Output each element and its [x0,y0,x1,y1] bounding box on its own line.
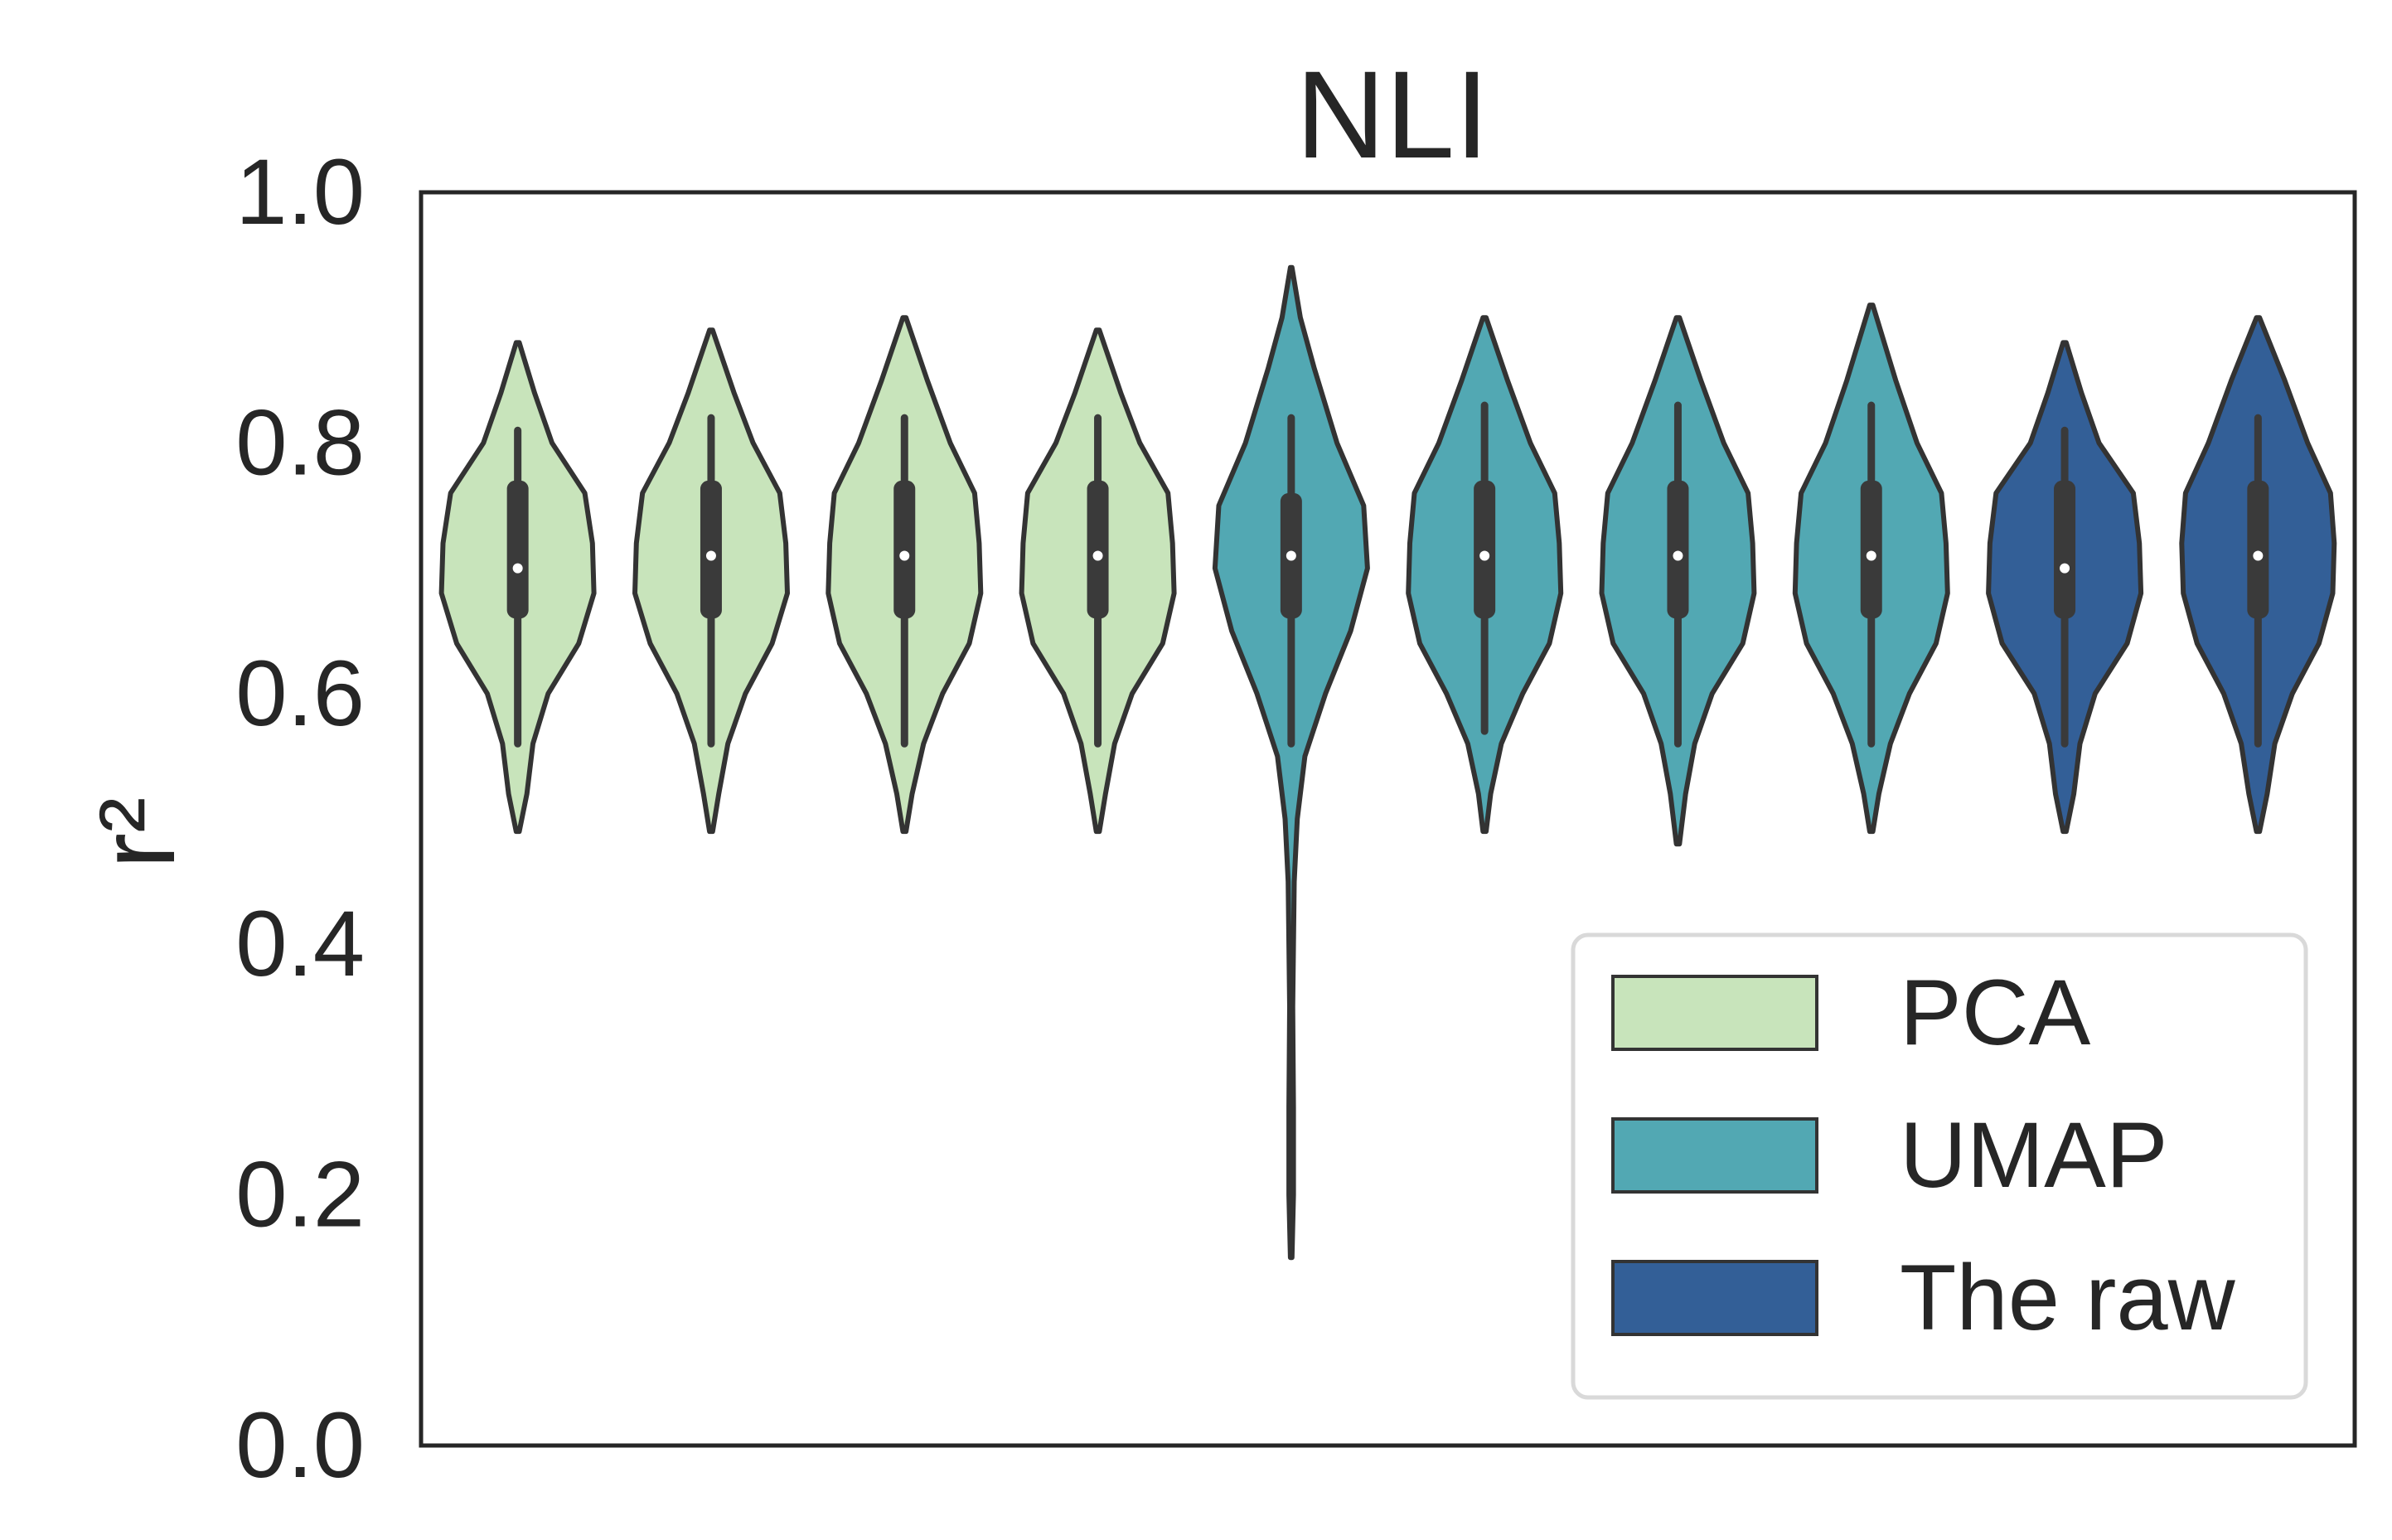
violin-5 [1212,264,1370,1261]
violin-median-dot [1673,550,1683,561]
y-tick-label: 0.4 [235,892,365,995]
violin-7 [1599,315,1757,847]
violin-iqr-box [1474,480,1496,619]
y-axis-label: r² [76,797,197,869]
y-tick-label: 0.6 [235,642,365,745]
violin-body [1212,264,1370,1261]
legend-swatch [1611,1260,1818,1336]
legend-entry-1: PCA [1611,961,2091,1064]
violin-median-dot [1866,550,1876,561]
violin-median-dot [2253,550,2264,561]
legend-entry-2: UMAP [1611,1103,2168,1207]
y-tick-label: 1.0 [235,140,365,244]
violin-median-dot [705,550,716,561]
violin-iqr-box [893,480,916,619]
legend: PCA UMAP The raw [1571,932,2308,1400]
violin-median-dot [1092,550,1103,561]
legend-label: PCA [1900,961,2091,1064]
violin-iqr-box [2247,480,2269,619]
violin-iqr-box [700,480,722,619]
violin-iqr-box [1667,480,1689,619]
violin-4 [1019,327,1177,835]
violin-8 [1792,303,1950,835]
legend-label: UMAP [1900,1103,2168,1207]
violin-median-dot [512,563,523,574]
violin-iqr-box [506,480,529,619]
violin-median-dot [1479,550,1490,561]
y-tick-label: 0.8 [235,390,365,494]
violin-iqr-box [1087,480,1109,619]
plot-frame [419,190,2357,1448]
legend-entry-3: The raw [1611,1246,2236,1349]
y-tick-label: 0.2 [235,1143,365,1247]
violin-1 [438,340,597,835]
violin-iqr-box [1860,480,1882,619]
violin-3 [826,315,984,835]
violin-6 [1406,315,1564,835]
violin-2 [632,327,790,835]
legend-label: The raw [1900,1246,2236,1349]
legend-swatch [1611,975,1818,1051]
violin-iqr-box [2054,480,2076,619]
violins [438,264,2337,1261]
legend-swatch [1611,1117,1818,1194]
violin-9 [1986,340,2144,835]
violin-10 [2179,315,2337,835]
y-axis-ticks: 0.0 0.2 0.4 0.6 0.8 1.0 [235,140,365,1497]
chart-title: NLI [1295,45,1489,184]
violin-median-dot [1286,550,1296,561]
violin-median-dot [899,550,910,561]
violin-median-dot [2060,563,2070,574]
y-tick-label: 0.0 [235,1393,365,1497]
